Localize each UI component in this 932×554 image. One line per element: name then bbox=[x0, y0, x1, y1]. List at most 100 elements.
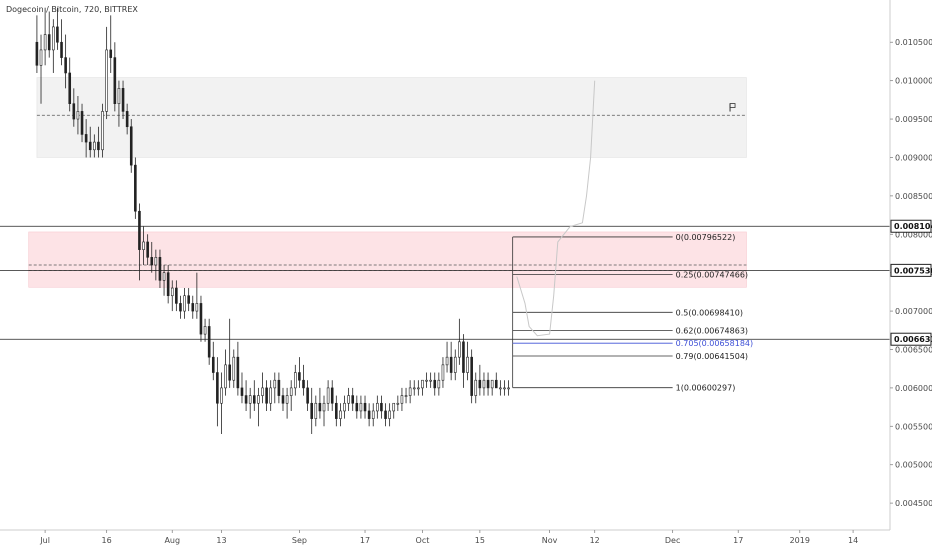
candle-body bbox=[429, 379, 432, 382]
candle bbox=[109, 15, 113, 73]
candle bbox=[199, 295, 203, 342]
candle bbox=[60, 19, 63, 66]
x-tick-label: 16 bbox=[102, 536, 112, 545]
candle-body bbox=[64, 57, 67, 74]
candle-body bbox=[445, 356, 449, 366]
candle-body bbox=[273, 379, 277, 389]
candle-body bbox=[56, 26, 59, 43]
candle-body bbox=[388, 410, 391, 419]
candle bbox=[425, 372, 428, 388]
candle bbox=[371, 403, 375, 427]
x-tick-label: 17 bbox=[733, 536, 743, 545]
candle-body bbox=[408, 387, 412, 396]
candle-body bbox=[314, 402, 318, 419]
candle bbox=[35, 15, 39, 73]
candle-body bbox=[236, 356, 240, 389]
candle bbox=[453, 349, 457, 381]
candle bbox=[380, 395, 383, 419]
candle bbox=[228, 318, 231, 388]
candle-body bbox=[211, 356, 215, 373]
candle bbox=[494, 372, 498, 389]
candle bbox=[384, 403, 387, 427]
candle bbox=[281, 387, 285, 411]
candle-body bbox=[490, 379, 494, 389]
price-badge-label: 0.00810453 bbox=[894, 222, 932, 231]
candle-body bbox=[355, 402, 359, 412]
candle-body bbox=[478, 379, 482, 389]
zones-layer bbox=[28, 77, 747, 288]
price-badge bbox=[890, 332, 932, 346]
candle-body bbox=[72, 103, 76, 120]
candle-body bbox=[310, 402, 314, 419]
candle bbox=[503, 380, 506, 396]
candle bbox=[224, 349, 227, 396]
x-tick-label: 12 bbox=[590, 536, 600, 545]
candle-body bbox=[146, 241, 149, 258]
candle-body bbox=[216, 372, 219, 404]
candle-body bbox=[199, 303, 203, 335]
candle bbox=[43, 7, 47, 66]
x-tick-label: Aug bbox=[164, 536, 180, 545]
candle-body bbox=[474, 379, 478, 396]
candle bbox=[293, 364, 297, 396]
candle-body bbox=[97, 141, 100, 151]
candle-body bbox=[257, 395, 260, 404]
candle-body bbox=[207, 326, 211, 358]
candle-body bbox=[261, 387, 264, 396]
candle bbox=[507, 380, 510, 396]
x-tick-label: 14 bbox=[848, 536, 858, 545]
candle bbox=[142, 226, 145, 265]
candle bbox=[376, 395, 379, 419]
candle bbox=[220, 372, 223, 434]
candle-body bbox=[265, 387, 268, 404]
candle-body bbox=[52, 26, 55, 51]
candle bbox=[162, 265, 166, 296]
candle-body bbox=[129, 126, 133, 166]
candle bbox=[93, 134, 96, 158]
x-tick-label: Nov bbox=[542, 536, 558, 545]
y-tick-label: 0.00650000 bbox=[895, 345, 932, 354]
candle bbox=[458, 318, 461, 365]
price-badge-label: 0.00753000 bbox=[894, 266, 932, 275]
candle bbox=[359, 395, 363, 419]
x-tick-label: Jul bbox=[39, 536, 50, 545]
candle-body bbox=[277, 379, 281, 396]
candles-layer bbox=[35, 7, 510, 434]
candle-body bbox=[384, 410, 387, 419]
candle-body bbox=[371, 410, 375, 419]
candle bbox=[88, 126, 92, 158]
candle bbox=[105, 26, 108, 120]
candle-body bbox=[326, 387, 330, 404]
candle-body bbox=[224, 364, 227, 389]
candle bbox=[68, 57, 72, 112]
candle-body bbox=[248, 395, 252, 404]
candle bbox=[236, 341, 240, 396]
candle bbox=[47, 11, 51, 58]
candle-body bbox=[80, 111, 84, 135]
candle bbox=[335, 395, 338, 427]
candle-body bbox=[101, 111, 104, 151]
candle bbox=[113, 42, 117, 112]
candle bbox=[84, 119, 88, 158]
y-tick-label: 0.00600000 bbox=[895, 384, 932, 393]
candle bbox=[330, 380, 334, 411]
candle bbox=[285, 387, 289, 419]
candle-body bbox=[458, 341, 461, 358]
candle-body bbox=[191, 303, 195, 312]
candle-body bbox=[433, 379, 437, 389]
candle bbox=[121, 80, 125, 120]
candle-body bbox=[175, 287, 178, 304]
candle bbox=[400, 387, 404, 411]
candle-body bbox=[35, 41, 39, 66]
candle bbox=[474, 372, 478, 404]
candle bbox=[339, 403, 342, 427]
candle-body bbox=[425, 379, 428, 382]
y-tick-label: 0.00700000 bbox=[895, 307, 932, 316]
x-tick-label: Sep bbox=[292, 536, 307, 545]
candle bbox=[351, 387, 355, 411]
candle bbox=[449, 341, 453, 381]
candle bbox=[367, 403, 371, 427]
candle-body bbox=[269, 387, 272, 404]
